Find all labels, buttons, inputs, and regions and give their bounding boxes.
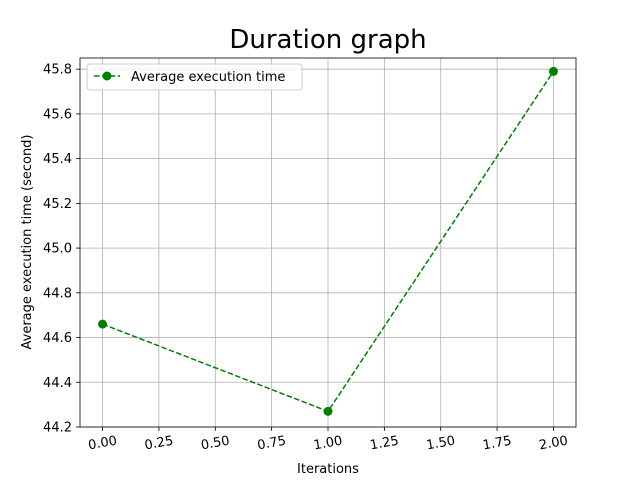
x-tick-label: 2.00 bbox=[538, 434, 569, 454]
legend: Average execution time bbox=[86, 63, 303, 91]
x-tick-label: 0.50 bbox=[200, 434, 231, 454]
data-point bbox=[98, 319, 108, 329]
x-axis-label: Iterations bbox=[297, 462, 359, 477]
x-tick-label: 0.00 bbox=[87, 434, 118, 454]
y-tick-label: 45.2 bbox=[43, 197, 72, 212]
x-tick-label: 0.25 bbox=[143, 434, 174, 454]
data-point bbox=[323, 406, 333, 416]
x-tick-label: 1.75 bbox=[482, 434, 513, 454]
legend-box bbox=[86, 63, 303, 91]
y-tick-label: 45.0 bbox=[43, 242, 72, 257]
data-point bbox=[548, 66, 558, 76]
y-tick-label: 44.8 bbox=[43, 286, 72, 301]
series-layer bbox=[98, 66, 558, 416]
axis-ticks: 0.00 0.25 0.50 0.75 1.00 1.25 1.50 1.75 2.00 44.2… bbox=[43, 63, 569, 454]
plot-frame bbox=[79, 57, 577, 428]
chart-title: Duration graph bbox=[229, 25, 426, 55]
grid bbox=[80, 58, 576, 428]
x-tick-label: 0.75 bbox=[256, 434, 287, 454]
x-tick-label: 1.50 bbox=[425, 434, 456, 454]
y-tick-label: 45.6 bbox=[43, 107, 72, 122]
y-tick-label: 44.4 bbox=[43, 376, 72, 391]
y-tick-label: 44.2 bbox=[43, 421, 72, 436]
x-tick-label: 1.00 bbox=[313, 434, 344, 454]
y-tick-label: 44.6 bbox=[43, 331, 72, 346]
legend-label: Average execution time bbox=[131, 70, 285, 85]
y-tick-label: 45.8 bbox=[43, 63, 72, 78]
legend-marker-sample bbox=[102, 71, 112, 81]
y-tick-label: 45.4 bbox=[43, 152, 72, 167]
x-tick-label: 1.25 bbox=[369, 434, 400, 454]
y-axis-label: Average execution time (second) bbox=[20, 134, 35, 349]
